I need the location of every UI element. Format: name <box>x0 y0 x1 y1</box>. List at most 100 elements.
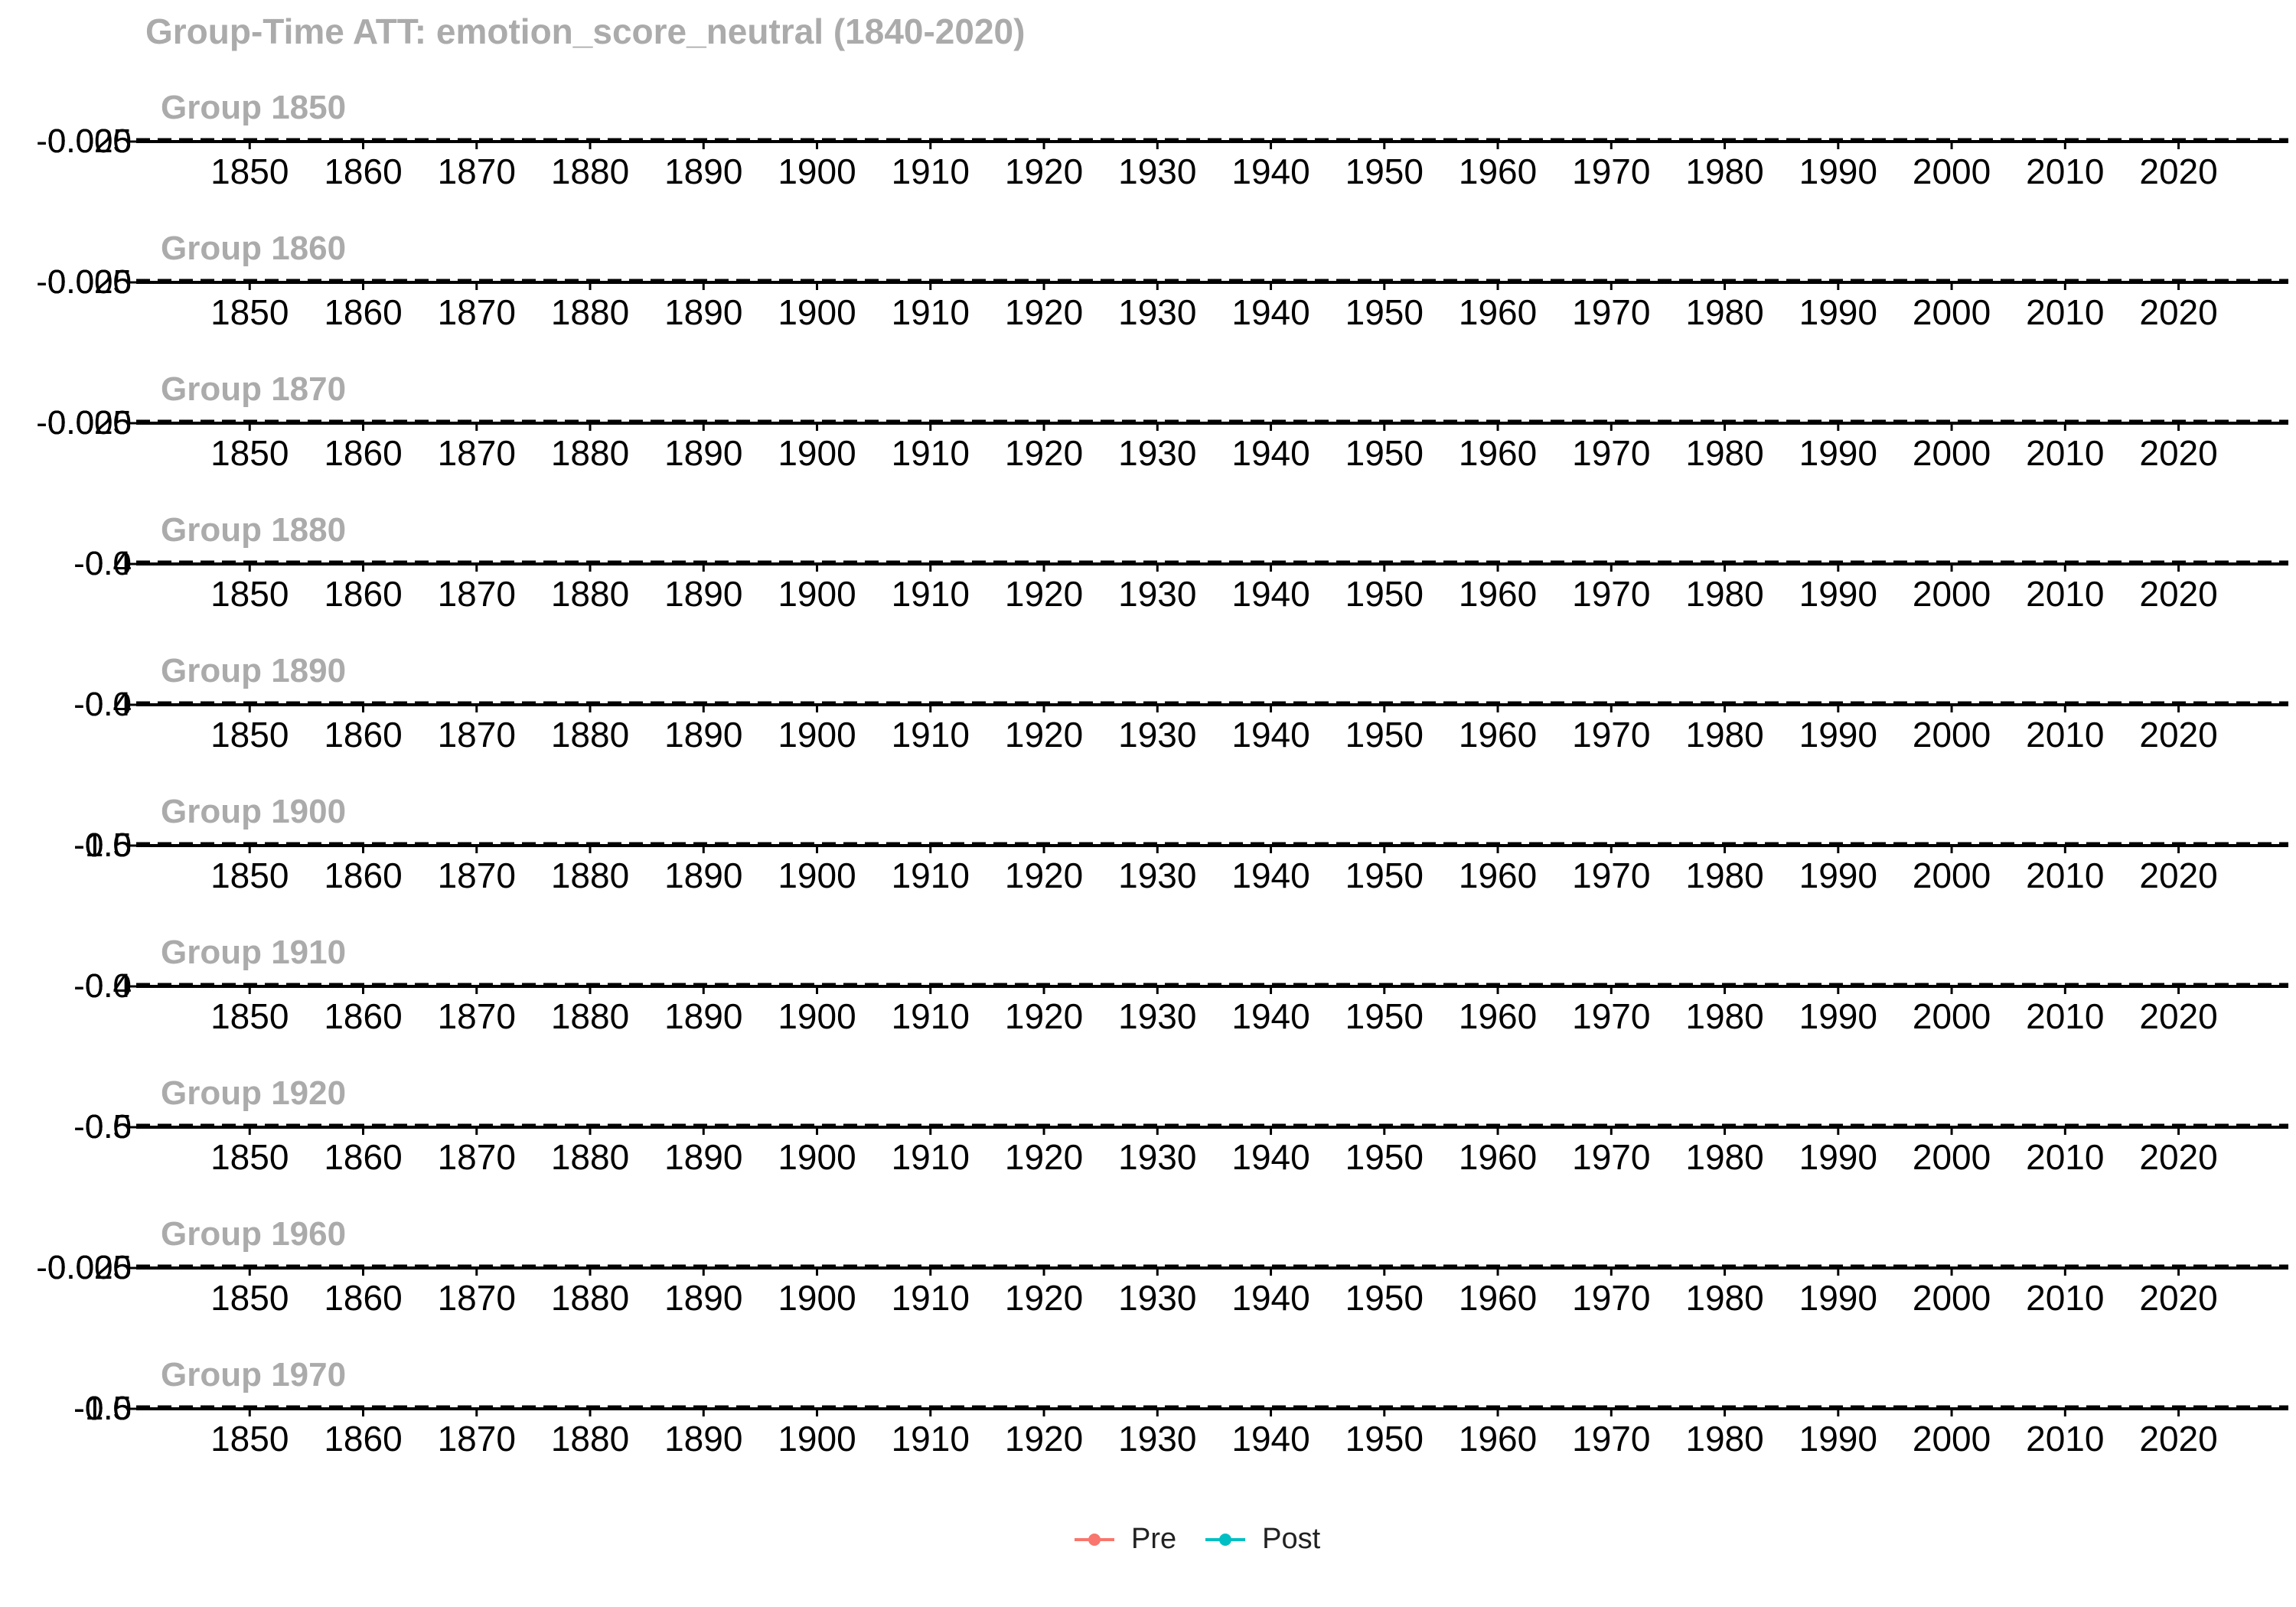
x-tick-label: 1930 <box>1118 152 1196 191</box>
x-tick-label: 1880 <box>551 433 629 473</box>
x-tick-label: 1850 <box>210 433 289 473</box>
x-tick-label: 1940 <box>1231 292 1309 332</box>
x-tick-label: 1950 <box>1345 1419 1424 1459</box>
x-tick-label: 1930 <box>1118 1278 1196 1318</box>
x-tick-label: 1930 <box>1118 1137 1196 1177</box>
x-tick-label: 1890 <box>664 292 742 332</box>
x-tick-label: 1980 <box>1685 574 1763 614</box>
x-tick-label: 1880 <box>551 152 629 191</box>
x-tick-label: 1990 <box>1799 433 1877 473</box>
x-tick-label: 2010 <box>2026 715 2104 755</box>
y-tick-label: -0.4 <box>73 967 132 1005</box>
x-tick-label: 1980 <box>1685 1137 1763 1177</box>
x-tick-label: 2010 <box>2026 433 2104 473</box>
x-tick-label: 1960 <box>1459 715 1537 755</box>
x-tick-label: 1990 <box>1799 152 1877 191</box>
x-tick-label: 1850 <box>210 715 289 755</box>
y-tick-label: 0.000 <box>47 122 132 160</box>
x-tick-label: 1870 <box>438 1419 516 1459</box>
x-tick-label: 2010 <box>2026 1278 2104 1318</box>
x-tick-label: 2000 <box>1913 433 1991 473</box>
x-tick-label: 1990 <box>1799 1137 1877 1177</box>
x-tick-label: 1850 <box>210 996 289 1036</box>
x-tick-label: 1870 <box>438 1137 516 1177</box>
x-tick-label: 1970 <box>1572 574 1650 614</box>
x-tick-label: 1980 <box>1685 1278 1763 1318</box>
x-tick-label: 1890 <box>664 856 742 895</box>
y-tick-label: -0.025 <box>36 263 132 301</box>
x-tick-label: 1860 <box>324 996 402 1036</box>
x-tick-label: 1920 <box>1005 292 1083 332</box>
y-tick-label: 0.4 <box>85 545 132 582</box>
x-tick-label: 1940 <box>1231 433 1309 473</box>
x-tick-label: 1890 <box>664 574 742 614</box>
legend: Pre Post <box>1071 1523 1346 1556</box>
x-tick-label: 1970 <box>1572 433 1650 473</box>
x-tick-label: 1990 <box>1799 1278 1877 1318</box>
panel-label: Group 1890 <box>161 652 346 689</box>
x-tick-label: 1860 <box>324 433 402 473</box>
x-tick-label: 1980 <box>1685 856 1763 895</box>
x-tick-label: 1920 <box>1005 152 1083 191</box>
x-tick-label: 1900 <box>778 574 856 614</box>
x-tick-label: 1930 <box>1118 292 1196 332</box>
x-tick-label: 2010 <box>2026 996 2104 1036</box>
x-tick-label: 1910 <box>892 574 970 614</box>
x-tick-label: 1970 <box>1572 715 1650 755</box>
x-tick-label: 1850 <box>210 1137 289 1177</box>
x-tick-label: 1930 <box>1118 574 1196 614</box>
x-tick-label: 1880 <box>551 715 629 755</box>
x-tick-label: 2010 <box>2026 574 2104 614</box>
x-tick-label: 1940 <box>1231 1137 1309 1177</box>
x-tick-label: 1850 <box>210 1278 289 1318</box>
x-tick-label: 1960 <box>1459 292 1537 332</box>
x-tick-label: 1980 <box>1685 1419 1763 1459</box>
panel-label: Group 1850 <box>161 89 346 126</box>
x-tick-label: 1900 <box>778 715 856 755</box>
x-tick-label: 1980 <box>1685 715 1763 755</box>
x-tick-label: 1870 <box>438 715 516 755</box>
x-tick-label: 1920 <box>1005 1278 1083 1318</box>
y-tick-label: -0.5 <box>73 1108 132 1146</box>
x-tick-label: 2000 <box>1913 1419 1991 1459</box>
x-tick-label: 1880 <box>551 1419 629 1459</box>
y-tick-label: 0.5 <box>85 1108 132 1146</box>
y-tick-label: 0.025 <box>47 404 132 442</box>
y-tick-label: 0.0 <box>85 686 132 723</box>
x-tick-label: 1860 <box>324 856 402 895</box>
y-tick-label: -0.025 <box>36 122 132 160</box>
x-tick-label: 2010 <box>2026 856 2104 895</box>
x-tick-label: 1900 <box>778 1278 856 1318</box>
x-tick-label: 2000 <box>1913 574 1991 614</box>
panel-label: Group 1880 <box>161 511 346 549</box>
panel-label: Group 1910 <box>161 934 346 971</box>
x-tick-label: 1960 <box>1459 574 1537 614</box>
x-tick-label: 2010 <box>2026 292 2104 332</box>
x-tick-label: 1900 <box>778 856 856 895</box>
x-tick-label: 1860 <box>324 1419 402 1459</box>
x-tick-label: 1970 <box>1572 1278 1650 1318</box>
panel-label: Group 1970 <box>161 1356 346 1393</box>
y-tick-label: 0.025 <box>47 122 132 160</box>
x-tick-label: 1870 <box>438 292 516 332</box>
legend-key-post <box>1205 1533 1246 1546</box>
x-tick-label: 1920 <box>1005 1137 1083 1177</box>
x-tick-label: 1880 <box>551 292 629 332</box>
x-tick-label: 1850 <box>210 856 289 895</box>
x-tick-label: 1930 <box>1118 433 1196 473</box>
x-tick-label: 1950 <box>1345 715 1424 755</box>
x-tick-label: 1910 <box>892 433 970 473</box>
x-tick-label: 1900 <box>778 1419 856 1459</box>
x-tick-label: 1910 <box>892 1419 970 1459</box>
x-tick-label: 1860 <box>324 1278 402 1318</box>
x-tick-label: 1860 <box>324 715 402 755</box>
y-tick-label: -0.5 <box>73 826 132 864</box>
y-tick-label: 0.4 <box>85 967 132 1005</box>
x-tick-label: 2020 <box>2139 856 2217 895</box>
x-tick-label: 1950 <box>1345 856 1424 895</box>
x-tick-label: 2000 <box>1913 715 1991 755</box>
x-tick-label: 1960 <box>1459 433 1537 473</box>
x-tick-label: 1990 <box>1799 856 1877 895</box>
x-tick-label: 1970 <box>1572 856 1650 895</box>
legend-item-post: Post <box>1202 1523 1320 1556</box>
